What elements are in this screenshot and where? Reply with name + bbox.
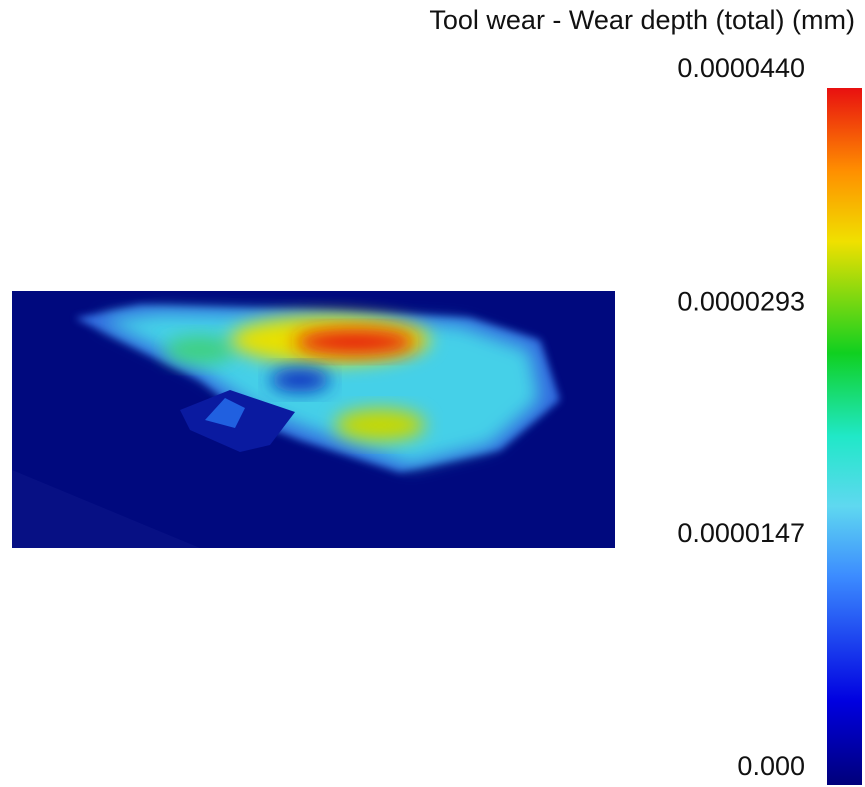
colorbar-tick-label: 0.0000293 (677, 286, 805, 316)
title: Tool wear - Wear depth (total) (mm) (429, 5, 855, 35)
wear-plot (12, 291, 615, 548)
colorbar-tick-label: 0.0000440 (677, 53, 805, 83)
colorbar-tick-label: 0.000 (737, 751, 805, 781)
page: Tool wear - Wear depth (total) (mm) 0.00… (0, 0, 865, 787)
colorbar (827, 88, 862, 785)
colorbar-tick-label: 0.0000147 (677, 518, 805, 548)
